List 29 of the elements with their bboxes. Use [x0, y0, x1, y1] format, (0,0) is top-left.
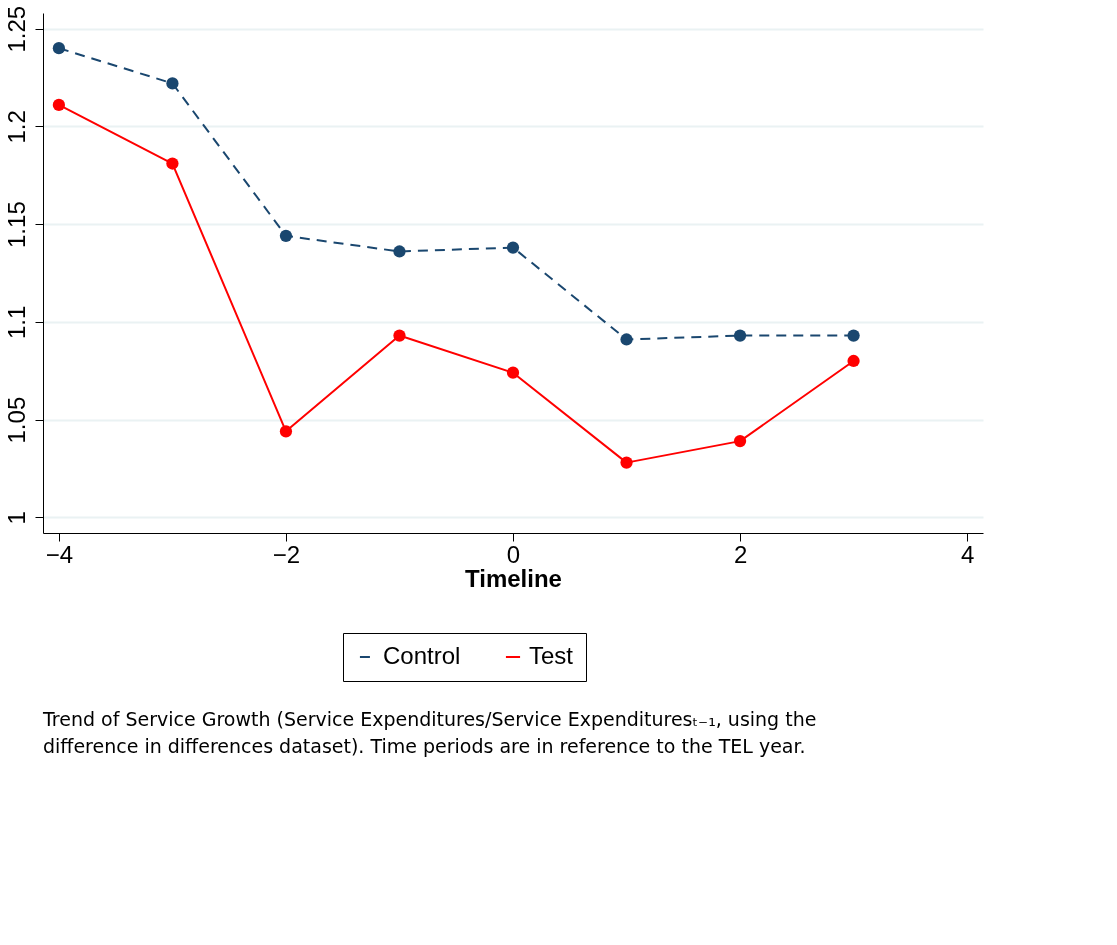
- point: [166, 77, 179, 90]
- legend-label: Test: [529, 642, 574, 669]
- point: [733, 435, 747, 448]
- point: [166, 157, 179, 170]
- text: Trend of Service Growth (Service Expenditures/Service Expendituresₜ₋₁, using the difference in differences dataset). Time periods are in reference to the TEL year.: [42, 708, 817, 757]
- point: [506, 366, 520, 379]
- x-tick-label: −4: [45, 540, 74, 568]
- y-tick-label: 1: [2, 511, 30, 525]
- point: [279, 425, 293, 438]
- point: [52, 42, 66, 55]
- x-tick-label: 4: [960, 540, 975, 568]
- point: [279, 229, 293, 242]
- point: [620, 456, 633, 469]
- point: [847, 329, 860, 342]
- legend-label: Control: [383, 642, 461, 669]
- point: [393, 329, 406, 342]
- point: [52, 98, 66, 111]
- y-tick-label: 1.1: [2, 305, 30, 340]
- x-tick-label: −2: [272, 540, 301, 568]
- y-tick-label: 1.2: [2, 110, 30, 144]
- x-tick-label: 2: [733, 540, 748, 568]
- point: [393, 245, 406, 258]
- y-tick-label: 1.05: [2, 396, 30, 444]
- point: [506, 241, 520, 254]
- y-tick-label: 1.25: [2, 5, 30, 53]
- point: [620, 333, 633, 346]
- y-tick-label: 1.15: [2, 201, 30, 248]
- point: [733, 329, 747, 342]
- point: [847, 354, 860, 368]
